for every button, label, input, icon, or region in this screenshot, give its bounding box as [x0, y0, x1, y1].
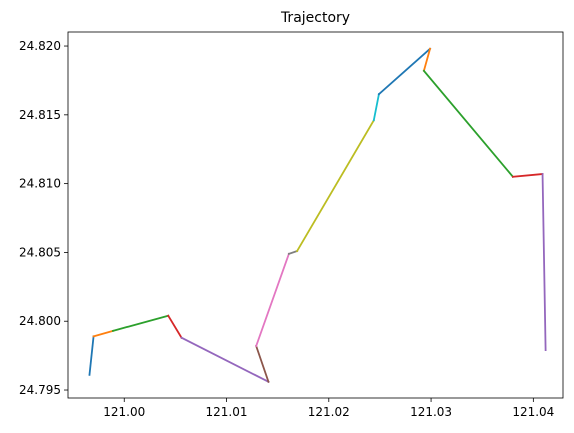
trajectory-segments — [88, 47, 547, 383]
trajectory-segment-13 — [422, 69, 515, 179]
trajectory-segment-7 — [255, 252, 291, 348]
y-tick-label: 24.810 — [19, 177, 61, 191]
trajectory-segment-14 — [511, 173, 544, 178]
trajectory-segment-6 — [255, 344, 270, 383]
trajectory-segment-5 — [180, 336, 270, 383]
trajectory-segment-8 — [287, 249, 299, 255]
trajectory-segment-3 — [111, 314, 170, 332]
trajectory-segment-12 — [422, 47, 432, 72]
y-tick-label: 24.795 — [19, 383, 61, 397]
y-tick-label: 24.800 — [19, 314, 61, 328]
x-tick-label: 121.03 — [410, 405, 452, 419]
trajectory-segment-1 — [88, 335, 95, 376]
y-axis-ticks: 24.795 24.800 24.805 24.810 24.815 24.820 — [19, 39, 68, 397]
chart-title: Trajectory — [280, 10, 350, 26]
trajectory-segment-15 — [541, 173, 547, 352]
y-tick-label: 24.805 — [19, 245, 61, 259]
x-tick-label: 121.02 — [308, 405, 350, 419]
trajectory-segment-4 — [166, 314, 183, 339]
trajectory-segment-9 — [295, 119, 376, 253]
y-tick-label: 24.820 — [19, 39, 61, 53]
x-tick-label: 121.00 — [103, 405, 145, 419]
x-tick-label: 121.04 — [512, 405, 554, 419]
trajectory-segment-2 — [92, 329, 115, 338]
trajectory-segment-10 — [372, 93, 380, 122]
plot-frame — [67, 31, 564, 399]
trajectory-segment-11 — [377, 47, 432, 96]
x-tick-label: 121.01 — [206, 405, 248, 419]
x-axis-ticks: 121.00 121.01 121.02 121.03 121.04 — [103, 398, 554, 419]
y-tick-label: 24.815 — [19, 108, 61, 122]
